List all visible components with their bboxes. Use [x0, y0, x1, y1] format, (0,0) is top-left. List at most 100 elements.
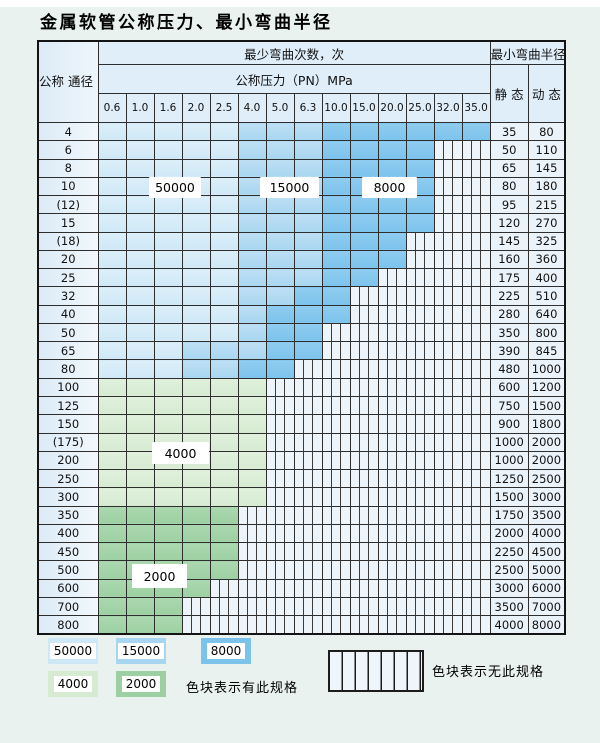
- dn-cell: 20: [37, 249, 99, 270]
- spec-cell: [181, 542, 211, 562]
- no-spec-cell: [405, 377, 435, 397]
- spec-cell: [237, 432, 267, 452]
- no-spec-cell: [433, 359, 463, 379]
- spec-cell: [237, 176, 267, 197]
- spec-cell: [97, 359, 127, 379]
- spec-cell: [125, 395, 155, 416]
- spec-cell: [209, 395, 239, 416]
- pressure-tick: 0.6: [97, 93, 127, 123]
- dn-cell: 450: [37, 542, 99, 562]
- spec-cell: [209, 158, 239, 178]
- no-spec-cell: [321, 578, 351, 598]
- dynamic-radius-cell: 640: [527, 304, 566, 324]
- no-spec-cell: [265, 377, 295, 397]
- no-spec-cell: [405, 395, 435, 416]
- spec-cell: [181, 487, 211, 507]
- no-spec-cell: [461, 322, 491, 343]
- spec-cell: [237, 469, 267, 489]
- dn-cell: 15: [37, 213, 99, 233]
- spec-table-wrap: 公称 通径 (DN) mm 最少弯曲次数，次 最小弯曲半径 公称压力（PN）MP…: [37, 40, 567, 635]
- static-radius-cell: 280: [489, 304, 529, 324]
- spec-cell: [209, 213, 239, 233]
- no-spec-cell: [237, 560, 267, 580]
- static-radius-cell: 1500: [489, 487, 529, 507]
- no-spec-cell: [293, 560, 323, 580]
- dn-cell: 250: [37, 469, 99, 489]
- no-spec-cell: [461, 341, 491, 361]
- spec-cell: [181, 231, 211, 251]
- no-spec-cell: [265, 432, 295, 452]
- spec-cell: [377, 249, 407, 270]
- spec-cell: [209, 121, 239, 142]
- static-radius-cell: 750: [489, 395, 529, 416]
- bend-count-label-8000: 8000: [362, 177, 417, 198]
- spec-cell: [265, 249, 295, 270]
- static-radius-cell: 35: [489, 121, 529, 142]
- spec-cell: [181, 414, 211, 434]
- spec-cell: [153, 268, 183, 288]
- pressure-tick: 4.0: [237, 93, 267, 123]
- spec-cell: [97, 341, 127, 361]
- spec-cell: [237, 158, 267, 178]
- spec-cell: [321, 140, 351, 160]
- legend-swatch-15000-label: 15000: [117, 643, 165, 659]
- spec-cell: [153, 286, 183, 306]
- no-spec-cell: [461, 450, 491, 471]
- no-spec-cell: [461, 213, 491, 233]
- no-spec-cell: [377, 395, 407, 416]
- table-row: 8 65 145: [37, 158, 566, 178]
- spec-table-head: 公称 通径 (DN) mm 最少弯曲次数，次 最小弯曲半径 公称压力（PN）MP…: [37, 40, 566, 123]
- static-radius-cell: 225: [489, 286, 529, 306]
- spec-cell: [209, 432, 239, 452]
- no-spec-cell: [433, 615, 463, 635]
- spec-cell: [209, 176, 239, 197]
- dynamic-radius-cell: 400: [527, 268, 566, 288]
- table-row: 50 350 800: [37, 322, 566, 343]
- table-row: 80 480 1000: [37, 359, 566, 379]
- spec-cell: [125, 450, 155, 471]
- table-row: 6 50 110: [37, 140, 566, 160]
- no-spec-cell: [405, 304, 435, 324]
- header-row-pressures: 0.6 1.0 1.6 2.0 2.5 4.0 5.0 6.3 10.0 15.0 20.0 25.0…: [38, 93, 565, 123]
- spec-cell: [181, 395, 211, 416]
- spec-cell: [377, 121, 407, 142]
- dn-column-header: 公称 通径 (DN) mm: [37, 40, 99, 123]
- dynamic-radius-cell: 845: [527, 341, 566, 361]
- static-radius-cell: 1000: [489, 450, 529, 471]
- dynamic-radius-cell: 800: [527, 322, 566, 343]
- no-spec-cell: [321, 341, 351, 361]
- spec-cell: [97, 450, 127, 471]
- spec-cell: [237, 268, 267, 288]
- spec-cell: [125, 286, 155, 306]
- no-spec-cell: [433, 195, 463, 215]
- spec-cell: [181, 359, 211, 379]
- spec-cell: [237, 231, 267, 251]
- no-spec-cell: [405, 523, 435, 544]
- legend-swatch-8000-label: 8000: [206, 643, 246, 659]
- static-radius-cell: 65: [489, 158, 529, 178]
- header-row-1: 公称 通径 (DN) mm 最少弯曲次数，次 最小弯曲半径: [37, 40, 566, 123]
- dynamic-radius-cell: 2000: [527, 450, 566, 471]
- no-spec-cell: [377, 359, 407, 379]
- spec-cell: [237, 195, 267, 215]
- spec-cell: [377, 195, 407, 215]
- no-spec-cell: [461, 560, 491, 580]
- spec-cell: [97, 231, 127, 251]
- no-spec-cell: [349, 505, 379, 525]
- spec-cell: [405, 158, 435, 178]
- spec-cell: [153, 359, 183, 379]
- dynamic-radius-cell: 145: [527, 158, 566, 178]
- legend-swatch-4000-label: 4000: [53, 676, 93, 692]
- legend-swatch-4000: 4000: [48, 671, 98, 697]
- spec-cell: [97, 523, 127, 544]
- no-spec-cell: [293, 505, 323, 525]
- table-row: 100 600 1200: [37, 377, 566, 397]
- static-radius-cell: 480: [489, 359, 529, 379]
- spec-cell: [125, 140, 155, 160]
- spec-cell: [181, 341, 211, 361]
- dn-cell: (18): [37, 231, 99, 251]
- spec-cell: [209, 231, 239, 251]
- no-spec-cell: [461, 505, 491, 525]
- spec-cell: [293, 304, 323, 324]
- no-spec-cell: [349, 615, 379, 635]
